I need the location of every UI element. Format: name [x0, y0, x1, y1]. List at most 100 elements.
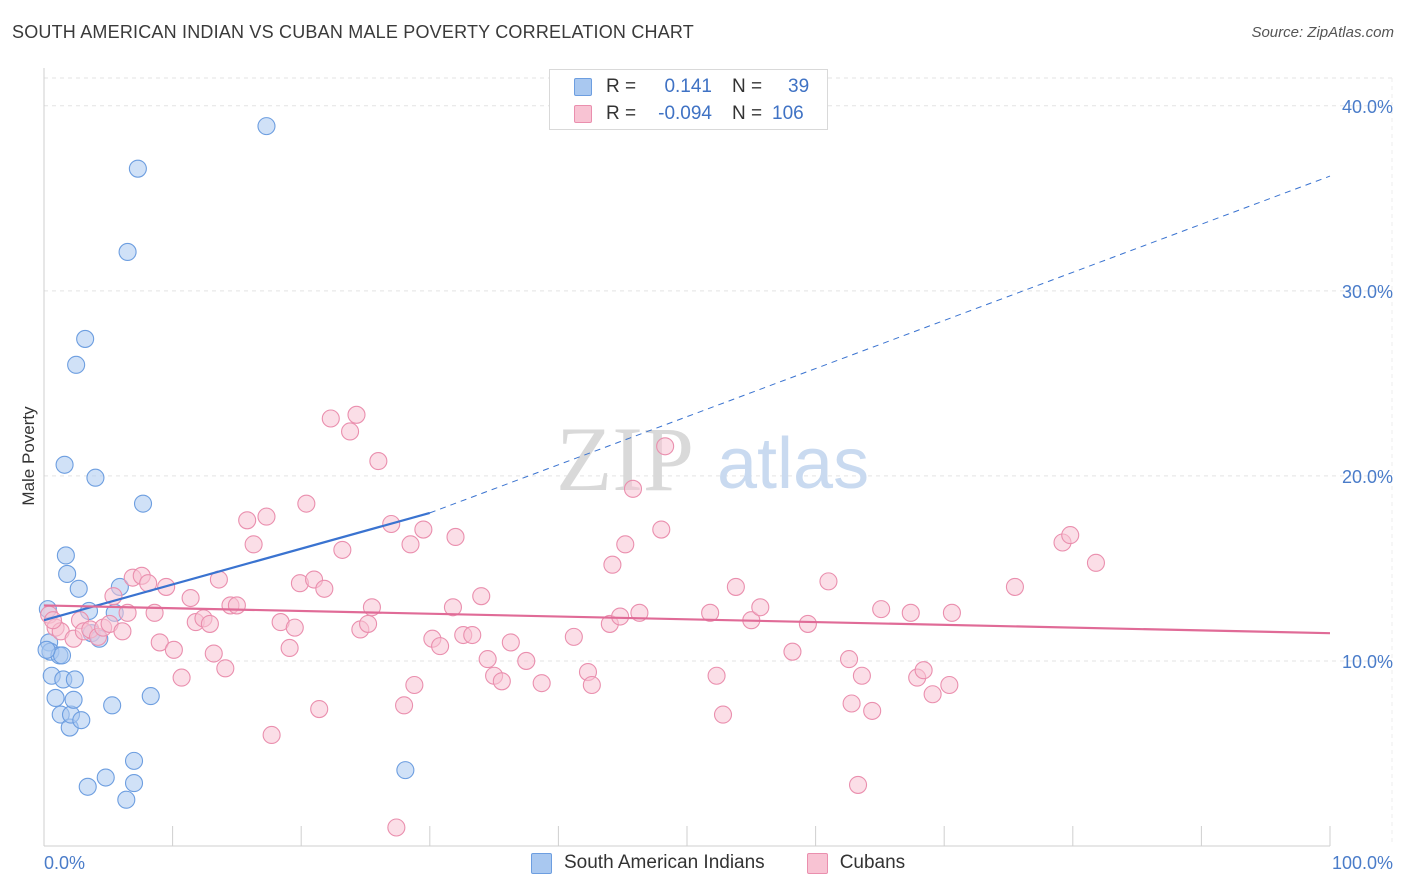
point-cubans	[310, 700, 329, 719]
point-cubans	[204, 644, 223, 663]
point-cubans	[216, 659, 235, 678]
point-cubans	[257, 507, 276, 526]
point-cubans	[603, 555, 622, 574]
gridlines	[44, 77, 1393, 846]
stats-legend: R = 0.141 N = 39 R = -0.094 N = 106	[549, 69, 828, 130]
x-tick-labels: 0.0% 100.0%	[44, 853, 1393, 873]
axes	[43, 68, 1331, 847]
point-cubans	[1086, 553, 1105, 572]
point-cubans	[707, 666, 726, 685]
legend-row-cubans: R = -0.094 N = 106	[574, 102, 804, 126]
point-cubans	[401, 535, 420, 554]
point-cubans	[118, 603, 137, 622]
point-cubans	[652, 520, 671, 539]
trend-line-south-american-indians-projection	[429, 175, 1331, 514]
point-cubans	[395, 696, 414, 715]
point-cubans	[1005, 577, 1024, 596]
point-cubans	[726, 577, 745, 596]
data-points	[37, 117, 1105, 837]
point-south-american-indians	[58, 564, 77, 584]
series-label-south-american-indians: South American Indians	[564, 852, 765, 873]
point-south-american-indians	[56, 546, 75, 565]
point-cubans	[369, 452, 388, 471]
point-cubans	[701, 603, 720, 622]
point-cubans	[611, 607, 630, 626]
point-cubans	[164, 640, 183, 659]
watermark: ZIP atlas	[556, 408, 869, 510]
legend-n-label: N =	[732, 76, 763, 97]
point-south-american-indians	[64, 690, 83, 709]
point-cubans	[414, 520, 433, 539]
point-south-american-indians	[37, 640, 56, 659]
series-label-cubans: Cubans	[839, 852, 906, 873]
source-label: Source: ZipAtlas.com	[1251, 24, 1394, 41]
point-south-american-indians	[69, 579, 88, 598]
point-south-american-indians	[76, 329, 95, 348]
trend-line-south-american-indians	[43, 511, 431, 622]
point-south-american-indians	[396, 761, 415, 780]
trend-lines	[43, 175, 1331, 635]
legend-swatch-south-american-indians	[574, 78, 592, 96]
legend-row-south-american-indians: R = 0.141 N = 39	[574, 75, 809, 99]
point-cubans	[1061, 526, 1080, 545]
point-cubans	[172, 668, 191, 687]
point-cubans	[630, 603, 649, 622]
point-cubans	[564, 627, 583, 646]
point-cubans	[387, 818, 406, 837]
x-tick-label: 100.0%	[1332, 853, 1393, 873]
y-tick-labels: 10.0% 20.0% 30.0% 40.0%	[1342, 97, 1393, 672]
point-south-american-indians	[78, 777, 97, 796]
series-legend-cubans[interactable]: Cubans	[806, 852, 906, 874]
point-cubans	[852, 666, 871, 685]
point-cubans	[501, 633, 520, 652]
point-cubans	[315, 579, 334, 598]
point-cubans	[472, 587, 491, 606]
point-cubans	[713, 705, 733, 724]
legend-n-value: 39	[788, 76, 810, 97]
y-tick-label: 20.0%	[1342, 467, 1393, 487]
point-cubans	[150, 633, 169, 652]
point-cubans	[842, 694, 861, 713]
point-cubans	[623, 479, 643, 498]
point-cubans	[901, 603, 920, 622]
watermark-zip: ZIP	[556, 408, 694, 510]
legend-r-value: 0.141	[664, 76, 712, 97]
point-cubans	[940, 675, 959, 695]
point-cubans	[872, 600, 891, 619]
point-cubans	[347, 405, 366, 424]
y-axis-label: Male Poverty	[19, 406, 38, 506]
point-south-american-indians	[65, 670, 84, 689]
point-cubans	[285, 618, 304, 637]
point-south-american-indians	[55, 455, 74, 474]
point-cubans	[227, 596, 246, 615]
point-south-american-indians	[86, 468, 105, 487]
point-cubans	[443, 598, 462, 617]
point-cubans	[848, 775, 868, 794]
point-cubans	[341, 422, 360, 441]
point-south-american-indians	[67, 355, 86, 374]
point-south-american-indians	[118, 242, 137, 262]
point-cubans	[244, 535, 263, 554]
point-south-american-indians	[46, 688, 65, 708]
legend-r-label: R =	[606, 76, 637, 97]
point-south-american-indians	[72, 711, 91, 730]
point-cubans	[751, 598, 770, 617]
point-cubans	[200, 614, 219, 633]
point-cubans	[333, 540, 352, 559]
point-cubans	[923, 685, 942, 704]
legend-swatch-cubans	[574, 105, 592, 123]
point-cubans	[863, 701, 882, 720]
series-legend-south-american-indians[interactable]: South American Indians	[531, 852, 765, 874]
point-cubans	[819, 572, 838, 591]
point-cubans	[446, 527, 465, 546]
point-cubans	[839, 650, 859, 669]
legend-n-label: N =	[732, 103, 763, 124]
point-cubans	[783, 642, 802, 661]
x-tick-label: 0.0%	[44, 853, 85, 873]
legend-r-label: R =	[606, 103, 637, 124]
watermark-atlas: atlas	[717, 424, 869, 504]
point-south-american-indians	[128, 159, 147, 178]
point-cubans	[656, 437, 675, 456]
point-cubans	[262, 725, 281, 745]
